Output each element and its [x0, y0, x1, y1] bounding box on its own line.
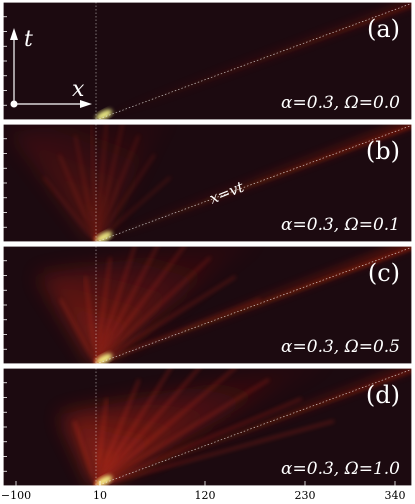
parameter-label: α=0.3, Ω=0.1	[281, 215, 400, 235]
axes-indicator: tx	[10, 27, 92, 108]
origin-hotspot	[95, 353, 113, 364]
wavefront-ray	[95, 368, 173, 486]
x-tick-label: −100	[1, 489, 31, 502]
wavefront-ray	[95, 256, 212, 364]
panel-tag: (b)	[366, 137, 400, 165]
wavefront-ray	[94, 124, 108, 242]
panel-divider	[0, 364, 415, 368]
wavefront-ray	[95, 176, 172, 242]
wavefront-ray	[95, 397, 302, 486]
wavefront-ray	[95, 153, 156, 242]
wavefront-ray	[74, 135, 98, 242]
wavefront-ray	[95, 246, 186, 364]
wavefront-ray	[95, 378, 270, 486]
wavefront-ray	[95, 246, 159, 364]
beam-core	[96, 4, 412, 120]
x-arrowhead	[80, 100, 92, 108]
wavefront-ray	[95, 368, 201, 486]
wavefront-ray	[94, 124, 124, 242]
wavefront-ray	[95, 368, 237, 486]
wavefront-spread	[59, 368, 316, 486]
wavefront-ray	[95, 298, 261, 364]
x-tick-label: 10	[93, 489, 107, 502]
wavefront-ray	[94, 134, 140, 242]
panel-a: (a)α=0.3, Ω=0.0tx	[2, 1, 413, 121]
wavefront-ray	[95, 420, 335, 486]
wavefront-ray	[59, 298, 97, 364]
x-tick-label: 120	[195, 489, 216, 502]
parameter-label: α=0.3, Ω=1.0	[281, 459, 400, 479]
parameter-label: α=0.3, Ω=0.5	[281, 337, 400, 357]
wavefront-ray	[94, 257, 112, 364]
x-axis-label: x	[72, 77, 85, 102]
wavefront-ray	[73, 420, 98, 486]
wavefront-ray	[58, 154, 98, 242]
wavefront-spread	[8, 124, 165, 242]
wavefront-ray	[94, 246, 137, 364]
wavefront-ray	[94, 398, 108, 486]
x-tick-label: 230	[295, 489, 316, 502]
wavefront-ray	[95, 275, 237, 364]
beam-glow	[96, 246, 411, 364]
origin-hotspot	[95, 231, 113, 242]
wavefront-ray	[94, 378, 141, 486]
panel-c: (c) α=0.3, Ω=0.5	[2, 245, 413, 365]
parameter-label: α=0.3, Ω=0.0	[281, 93, 400, 113]
panel-tag: (d)	[366, 381, 400, 409]
wavefront-spread	[36, 246, 248, 364]
t-arrowhead	[10, 28, 18, 40]
panel-b: (b)α=0.3, Ω=0.1x=vt	[2, 123, 413, 243]
panel-frame	[2, 367, 413, 487]
origin-hotspot	[95, 109, 113, 120]
x-tick-label: 340	[385, 489, 406, 502]
panel-divider	[0, 120, 415, 124]
wavefront-ray	[84, 276, 98, 364]
panel-tag: (c)	[368, 259, 400, 287]
t-axis-label: t	[24, 27, 33, 52]
panel-d: (d) α=0.3, Ω=1.0	[2, 367, 413, 487]
wavefront-ray	[42, 176, 97, 242]
panel-background	[3, 2, 412, 120]
panel-tag: (a)	[367, 15, 400, 43]
wavefront-ray	[90, 124, 98, 242]
panel-divider	[0, 242, 415, 246]
